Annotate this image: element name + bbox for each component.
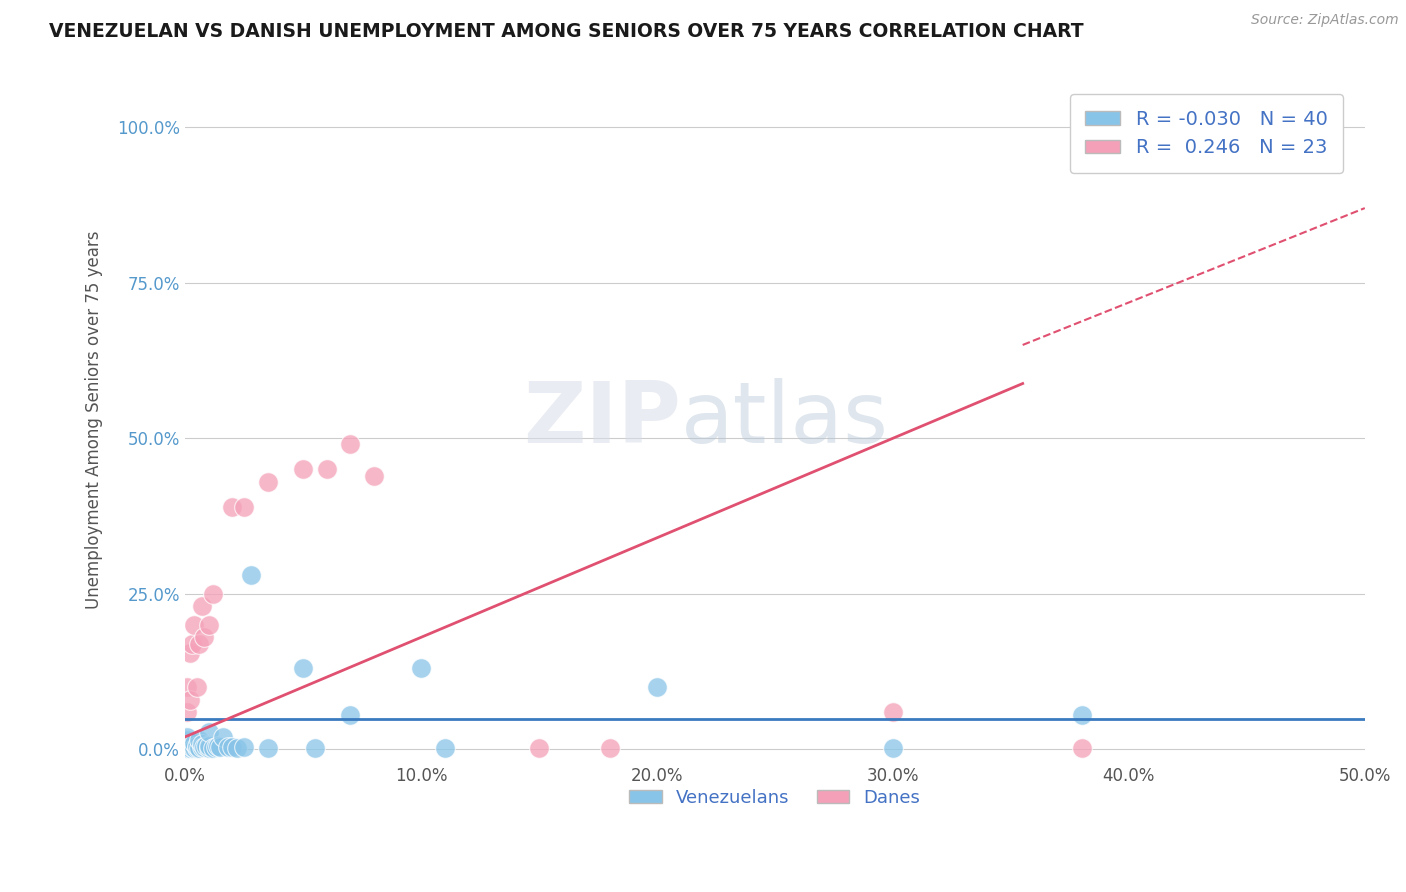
Legend: Venezuelans, Danes: Venezuelans, Danes [621,782,928,814]
Text: VENEZUELAN VS DANISH UNEMPLOYMENT AMONG SENIORS OVER 75 YEARS CORRELATION CHART: VENEZUELAN VS DANISH UNEMPLOYMENT AMONG … [49,22,1084,41]
Point [176,705,198,719]
Point [882,705,904,719]
Point [176,739,198,754]
Point [176,741,198,756]
Point [363,468,385,483]
Point [226,741,249,756]
Point [181,636,204,650]
Point [186,741,208,756]
Point [188,636,211,650]
Point [207,739,229,754]
Point [188,741,211,756]
Point [186,739,208,754]
Point [209,740,232,755]
Point [233,500,256,514]
Point [304,741,326,756]
Point [221,740,243,755]
Point [292,462,315,476]
Point [188,733,211,747]
Point [433,741,456,756]
Point [190,599,212,614]
Y-axis label: Unemployment Among Seniors over 75 years: Unemployment Among Seniors over 75 years [86,230,103,609]
Point [190,737,212,751]
Point [190,740,212,755]
Point [197,618,219,632]
Point [176,730,198,744]
Point [315,462,337,476]
Point [204,740,226,755]
Point [202,741,225,756]
Point [181,737,204,751]
Point [339,437,361,451]
Point [183,736,205,750]
Point [181,740,204,755]
Point [176,733,198,747]
Point [179,741,201,756]
Point [202,587,225,601]
Point [1070,741,1092,756]
Point [233,740,256,755]
Point [292,661,315,675]
Point [599,741,621,756]
Point [183,741,205,756]
Point [882,741,904,756]
Text: Source: ZipAtlas.com: Source: ZipAtlas.com [1251,13,1399,28]
Point [211,730,233,744]
Point [221,500,243,514]
Point [176,737,198,751]
Point [645,680,668,694]
Point [256,475,278,489]
Point [197,725,219,739]
Point [197,741,219,756]
Point [183,618,205,632]
Point [193,740,215,755]
Point [195,739,218,754]
Point [176,680,198,694]
Point [527,741,550,756]
Text: ZIP: ZIP [523,378,681,461]
Point [179,692,201,706]
Point [217,740,239,755]
Point [197,739,219,754]
Text: atlas: atlas [681,378,889,461]
Point [409,661,432,675]
Point [240,568,263,582]
Point [256,741,278,756]
Point [186,680,208,694]
Point [339,708,361,723]
Point [193,631,215,645]
Point [1070,708,1092,723]
Point [179,646,201,660]
